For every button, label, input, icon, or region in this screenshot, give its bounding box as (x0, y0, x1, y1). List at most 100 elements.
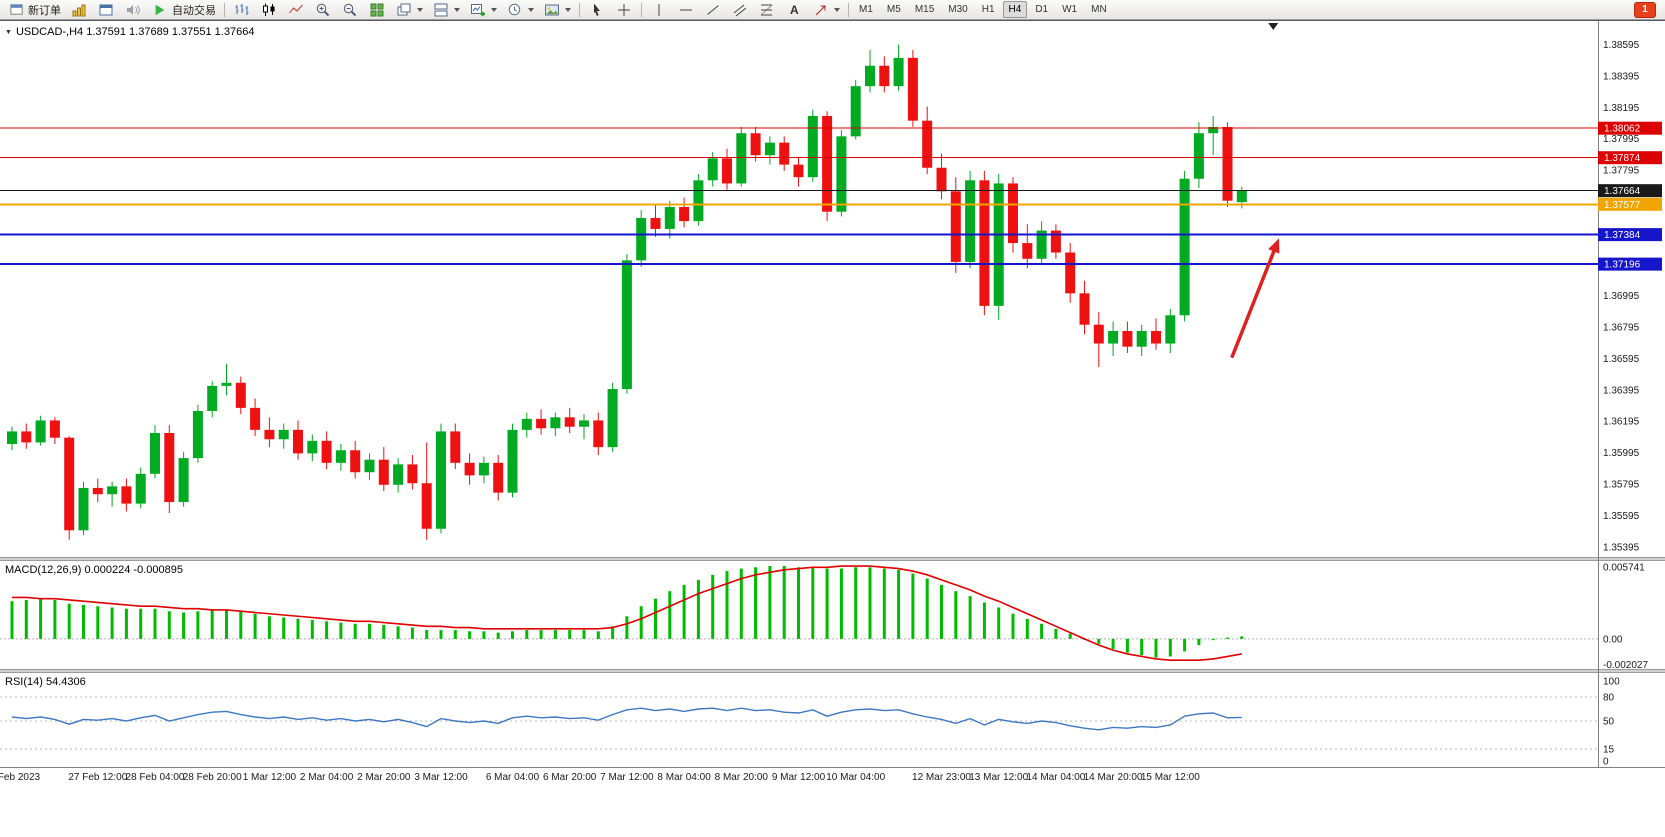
candle-body (865, 65, 875, 87)
timeframe-button-mn[interactable]: MN (1091, 4, 1107, 15)
timeframe-button-m5[interactable]: M5 (886, 4, 901, 15)
time-axis-label: 27 Feb 12:00 (68, 772, 127, 783)
cascade-windows-icon (395, 1, 413, 18)
new-order-button[interactable]: 新订单 (3, 0, 65, 20)
zoom-in-icon (314, 1, 332, 18)
tile-windows-icon (368, 1, 386, 18)
timeframe-button-w1[interactable]: W1 (1062, 4, 1078, 15)
timeframe-button-h1[interactable]: H1 (981, 4, 995, 15)
macd-histogram-bar (496, 632, 500, 639)
zoom-in-button[interactable] (310, 0, 336, 20)
panel-separator[interactable] (0, 669, 1665, 673)
horizontal-line-button[interactable] (673, 0, 699, 20)
time-axis-label: 8 Mar 20:00 (715, 772, 769, 783)
time-axis-label: 2 Mar 04:00 (300, 772, 354, 783)
macd-histogram-bar (868, 567, 872, 639)
auto-trading-button[interactable]: 自动交易 (147, 0, 220, 20)
timeframe-button-m30[interactable]: M30 (948, 4, 968, 15)
periods-button[interactable] (502, 0, 538, 20)
macd-histogram-bar (453, 630, 457, 639)
arrow-object[interactable] (1230, 243, 1279, 359)
timeframe-button-d1[interactable]: D1 (1035, 4, 1049, 15)
macd-histogram-bar (1197, 638, 1201, 646)
line-chart-icon (287, 1, 305, 18)
zoom-out-button[interactable] (337, 0, 363, 20)
candle-body (293, 429, 303, 454)
macd-histogram-bar (782, 566, 786, 639)
notification-badge[interactable]: 1 (1634, 1, 1656, 18)
play-icon (151, 1, 169, 18)
rsi-axis-label: 50 (1603, 717, 1615, 728)
macd-histogram-bar (67, 603, 71, 639)
macd-histogram-bar (811, 567, 815, 639)
price-axis-label: 1.35595 (1603, 511, 1640, 522)
macd-histogram-bar (1211, 638, 1215, 641)
macd-histogram-bar (654, 598, 657, 639)
price-axis-label: 1.36995 (1603, 291, 1640, 302)
macd-histogram-bar (825, 568, 829, 639)
chart-canvas[interactable]: 1.38595 1.38395 1.38195 1.37995 1.37795 1.369… (0, 21, 1665, 837)
macd-histogram-bar (267, 616, 271, 639)
price-badge (1598, 151, 1662, 165)
candle-body (464, 462, 475, 476)
templates-button[interactable] (539, 0, 575, 20)
timeframe-button-m1[interactable]: M1 (859, 4, 873, 15)
macd-histogram-bar (82, 604, 85, 639)
vertical-line-button[interactable] (646, 0, 672, 20)
speaker-icon (124, 1, 142, 18)
macd-histogram-bar (511, 631, 514, 639)
macd-histogram-bar (439, 630, 443, 639)
arrow-objects-button[interactable] (808, 0, 844, 20)
text-button[interactable]: A (781, 0, 807, 20)
candlestick-chart-button[interactable] (256, 0, 282, 20)
macd-histogram-bar (210, 609, 214, 639)
bar-chart-button[interactable] (229, 0, 255, 20)
candle-body (450, 431, 461, 463)
candle-body (936, 167, 947, 192)
arrange-windows-button[interactable] (428, 0, 464, 20)
macd-histogram-bar (968, 596, 972, 639)
channel-button[interactable] (727, 0, 753, 20)
price-axis-label: 1.37995 (1603, 134, 1640, 145)
macd-histogram-bar (1168, 638, 1172, 657)
chevron-down-icon (528, 7, 534, 12)
candle-body (221, 382, 232, 386)
price-axis-label: 1.38595 (1603, 40, 1640, 51)
profiles-button[interactable] (93, 0, 119, 20)
candle-body (192, 411, 203, 459)
timeframe-button-m15[interactable]: M15 (914, 4, 935, 15)
cursor-button[interactable] (584, 0, 610, 20)
candle-body (421, 483, 432, 529)
macd-histogram-bar (596, 631, 600, 639)
tile-windows-button[interactable] (364, 0, 390, 20)
candle-body (121, 486, 132, 504)
scroll-end-marker-icon[interactable] (1268, 23, 1279, 30)
candle-body (21, 431, 32, 443)
new-chart-button[interactable] (66, 0, 92, 20)
macd-histogram-bar (39, 598, 43, 639)
cascade-windows-button[interactable] (391, 0, 427, 20)
crosshair-button[interactable] (611, 0, 637, 20)
candle-body (893, 57, 904, 87)
add-chart-button[interactable] (465, 0, 501, 20)
candle-body (278, 429, 289, 440)
candle-body (1151, 330, 1161, 344)
macd-histogram-bar (553, 630, 557, 639)
fibonacci-button[interactable] (754, 0, 780, 20)
panel-separator[interactable] (0, 557, 1665, 561)
timeframe-button-h4[interactable]: H4 (1002, 1, 1028, 18)
svg-text:A: A (790, 3, 799, 17)
candle-body (207, 385, 218, 412)
candle-body (350, 450, 361, 473)
time-axis-label: 10 Mar 04:00 (826, 772, 885, 783)
trendline-button[interactable] (700, 0, 726, 20)
candle-body (1050, 230, 1061, 253)
line-chart-button[interactable] (283, 0, 309, 20)
macd-histogram-bar (182, 612, 186, 639)
candle-body (907, 57, 918, 121)
price-badge-text: 1.37196 (1604, 260, 1641, 271)
time-axis-label: 6 Mar 04:00 (486, 772, 540, 783)
macd-histogram-bar (468, 631, 472, 639)
candle-body (1093, 324, 1104, 344)
alerts-button[interactable] (120, 0, 146, 20)
